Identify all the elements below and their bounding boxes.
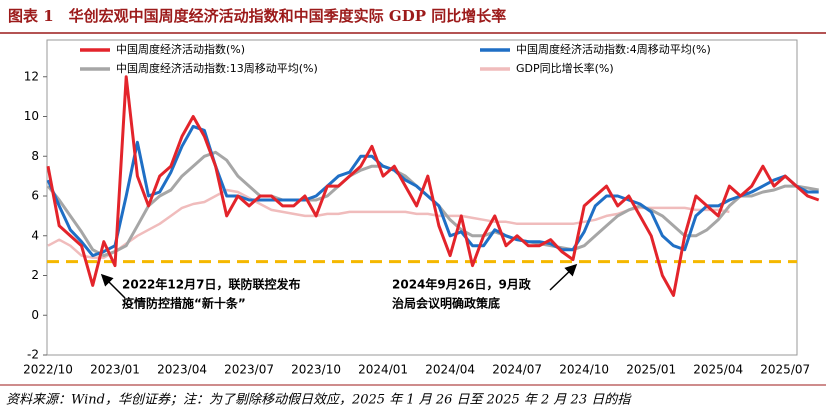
series-line xyxy=(46,75,820,297)
annotation-arrow xyxy=(549,263,578,291)
legend-label: 中国周度经济活动指数:4周移动平均(%) xyxy=(516,42,711,56)
y-tick-label: 4 xyxy=(31,228,39,242)
plot-frame xyxy=(46,39,798,356)
y-tick-label: 12 xyxy=(24,69,39,83)
series-line xyxy=(47,188,730,259)
y-tick-label: 6 xyxy=(31,189,39,203)
x-tick-label: 2023/01 xyxy=(90,363,140,377)
x-tick-label: 2023/10 xyxy=(291,363,341,377)
x-tick-label: 2025/01 xyxy=(626,363,676,377)
annotation: 治局会议明确政策底 xyxy=(392,296,500,311)
x-tick-label: 2024/04 xyxy=(425,363,475,377)
annotation: 疫情防控措施“新十条” xyxy=(122,296,246,311)
legend-label: 中国周度经济活动指数:13周移动平均(%) xyxy=(116,61,318,75)
legend-label: 中国周度经济活动指数(%) xyxy=(116,42,245,56)
x-tick-label: 2022/10 xyxy=(23,363,73,377)
legend-label: GDP同比增长率(%) xyxy=(516,61,614,75)
x-tick-label: 2025/07 xyxy=(760,363,810,377)
y-tick-label: 2 xyxy=(31,268,39,282)
x-tick-label: 2023/04 xyxy=(157,363,207,377)
series-line xyxy=(46,124,819,258)
y-tick-label: 0 xyxy=(31,308,39,322)
source: 资料来源：Wind，华创证券；注：为了剔除移动假日效应，2025 年 1 月 2… xyxy=(6,392,632,408)
annotation-arrow xyxy=(100,273,126,299)
x-tick-label: 2024/07 xyxy=(492,363,542,377)
y-tick-label: 10 xyxy=(24,109,39,123)
annotation: 2022年12月7日，联防联控发布 xyxy=(122,277,300,292)
x-tick-label: 2025/04 xyxy=(693,363,743,377)
annotation: 2024年9月26日，9月政 xyxy=(392,277,532,292)
x-tick-label: 2023/07 xyxy=(224,363,274,377)
y-tick-label: -2 xyxy=(27,348,39,362)
y-tick-label: 8 xyxy=(31,149,39,163)
chart-title: 图表 1 华创宏观中国周度经济活动指数和中国季度实际 GDP 同比增长率 xyxy=(8,7,506,25)
x-tick-label: 2024/01 xyxy=(358,363,408,377)
x-tick-label: 2024/10 xyxy=(559,363,609,377)
